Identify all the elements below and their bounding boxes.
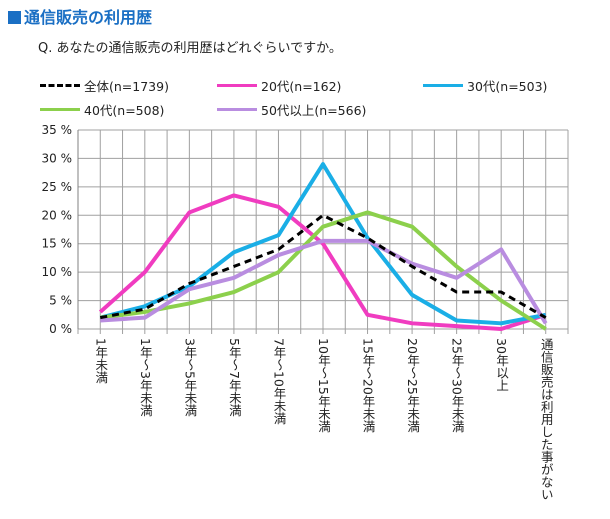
legend-swatch (217, 84, 257, 87)
x-tick-label: 30年以上 (494, 338, 510, 392)
legend-label: 全体(n=1739) (84, 79, 169, 94)
legend-item: 40代(n=508) (40, 100, 164, 119)
legend-swatch (40, 108, 80, 111)
x-tick-label: 1年未満 (93, 338, 109, 384)
y-tick-label: 25 % (42, 180, 73, 194)
legend-label: 20代(n=162) (261, 79, 342, 94)
x-tick-label: 7年～10年未満 (271, 338, 287, 425)
x-tick-label: 5年～7年未満 (226, 338, 242, 417)
x-tick-label: 20年～25年未満 (405, 338, 421, 433)
title-text: 通信販売の利用歴 (24, 8, 153, 27)
legend-swatch (217, 108, 257, 111)
legend-label: 50代以上(n=566) (261, 103, 367, 118)
x-tick-label: 1年～3年未満 (137, 338, 153, 417)
legend-label: 30代(n=503) (467, 79, 548, 94)
legend-label: 40代(n=508) (84, 103, 165, 118)
legend-item: 30代(n=503) (423, 76, 547, 95)
legend-swatch (40, 84, 80, 87)
y-tick-label: 0 % (49, 322, 72, 336)
y-tick-label: 20 % (42, 208, 73, 222)
y-tick-label: 35 % (42, 123, 73, 137)
legend-item: 50代以上(n=566) (217, 100, 366, 119)
chart-subtitle: Q. あなたの通信販売の利用歴はどれぐらいですか。 (38, 41, 342, 56)
y-tick-label: 10 % (42, 265, 73, 279)
y-tick-label: 5 % (49, 294, 72, 308)
x-tick-label: 通信販売は利用した事がない (538, 338, 554, 501)
legend-swatch (423, 84, 463, 87)
legend-item: 20代(n=162) (217, 76, 341, 95)
x-tick-label: 10年～15年未満 (316, 338, 331, 433)
y-tick-label: 30 % (42, 151, 73, 165)
x-tick-label: 3年～5年未満 (182, 338, 198, 417)
x-tick-label: 15年～20年未満 (360, 338, 376, 433)
page-title: 通信販売の利用歴 (8, 4, 152, 28)
x-tick-label: 25年～30年未満 (449, 338, 465, 433)
title-square-icon (8, 11, 21, 24)
legend-item: 全体(n=1739) (40, 76, 169, 95)
y-tick-label: 15 % (42, 237, 73, 251)
